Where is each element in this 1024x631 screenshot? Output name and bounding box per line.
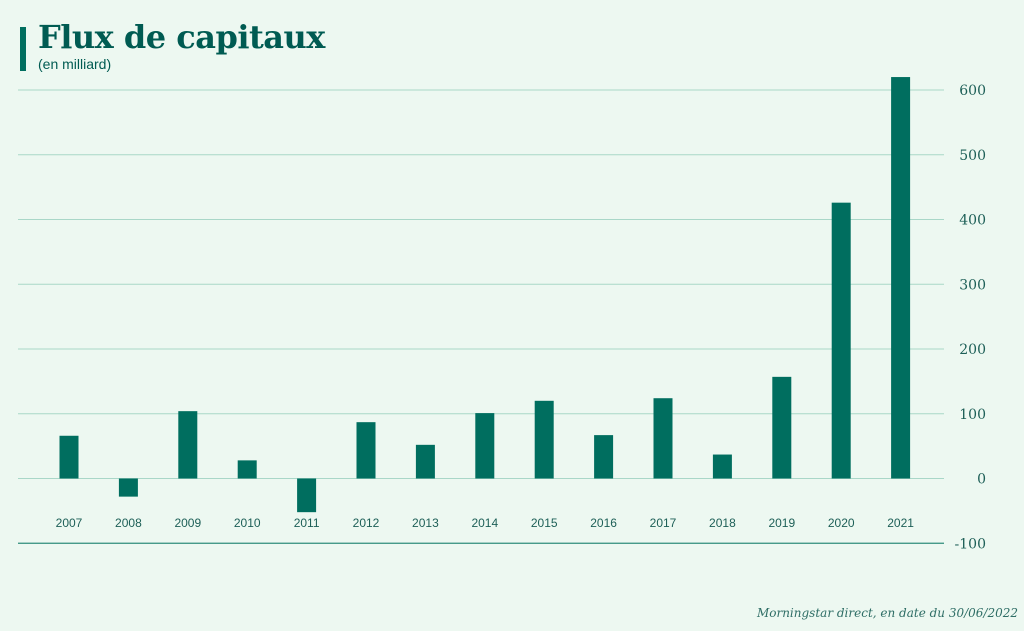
x-tick-label: 2007: [56, 516, 83, 530]
bar-2014: [475, 413, 495, 479]
x-tick-label: 2011: [294, 516, 320, 530]
y-axis-ticks: 600 500 400 300 200 100 0 -100: [955, 83, 986, 552]
bar-2015: [534, 400, 554, 479]
x-tick-label: 2019: [768, 516, 795, 530]
y-tick-label: 600: [959, 83, 986, 99]
source-note: Morningstar direct, en date du 30/06/202…: [756, 606, 1018, 620]
y-tick-label: 300: [959, 277, 986, 293]
bar-2008: [118, 478, 138, 497]
y-tick-label: 100: [959, 407, 986, 423]
x-tick-label: 2012: [353, 516, 380, 530]
x-tick-label: 2018: [709, 516, 736, 530]
x-tick-label: 2016: [590, 516, 617, 530]
x-axis-ticks: 2007 2008 2009 2010 2011 2012 2013 2014 2015 2016…: [56, 516, 915, 530]
bar-2019: [772, 376, 792, 479]
x-tick-label: 2015: [531, 516, 558, 530]
bar-2013: [415, 444, 435, 479]
x-tick-label: 2008: [115, 516, 142, 530]
bar-2016: [594, 435, 614, 479]
chart-subtitle: (en milliard): [38, 56, 112, 72]
bar-2018: [712, 454, 732, 479]
y-tick-label: 500: [959, 148, 986, 164]
bar-2021: [891, 77, 911, 479]
x-tick-label: 2010: [234, 516, 261, 530]
y-tick-label: -100: [955, 536, 986, 552]
x-tick-label: 2013: [412, 516, 439, 530]
x-tick-label: 2021: [887, 516, 914, 530]
y-tick-label: 0: [977, 472, 986, 488]
title-accent-bar: [20, 27, 26, 71]
bar-2011: [297, 478, 317, 513]
bar-2020: [831, 202, 851, 479]
bar-2010: [237, 460, 257, 479]
x-tick-label: 2017: [650, 516, 677, 530]
chart-title: Flux de capitaux: [38, 18, 325, 56]
bar-2009: [178, 411, 198, 479]
bar-2012: [356, 422, 376, 479]
x-tick-label: 2014: [471, 516, 498, 530]
bar-2017: [653, 398, 673, 479]
y-tick-label: 400: [959, 213, 986, 229]
y-tick-label: 200: [959, 342, 986, 358]
gridlines: [18, 89, 944, 544]
x-tick-label: 2009: [174, 516, 201, 530]
x-tick-label: 2020: [828, 516, 855, 530]
bar-2007: [59, 435, 79, 479]
bars: [59, 77, 911, 513]
